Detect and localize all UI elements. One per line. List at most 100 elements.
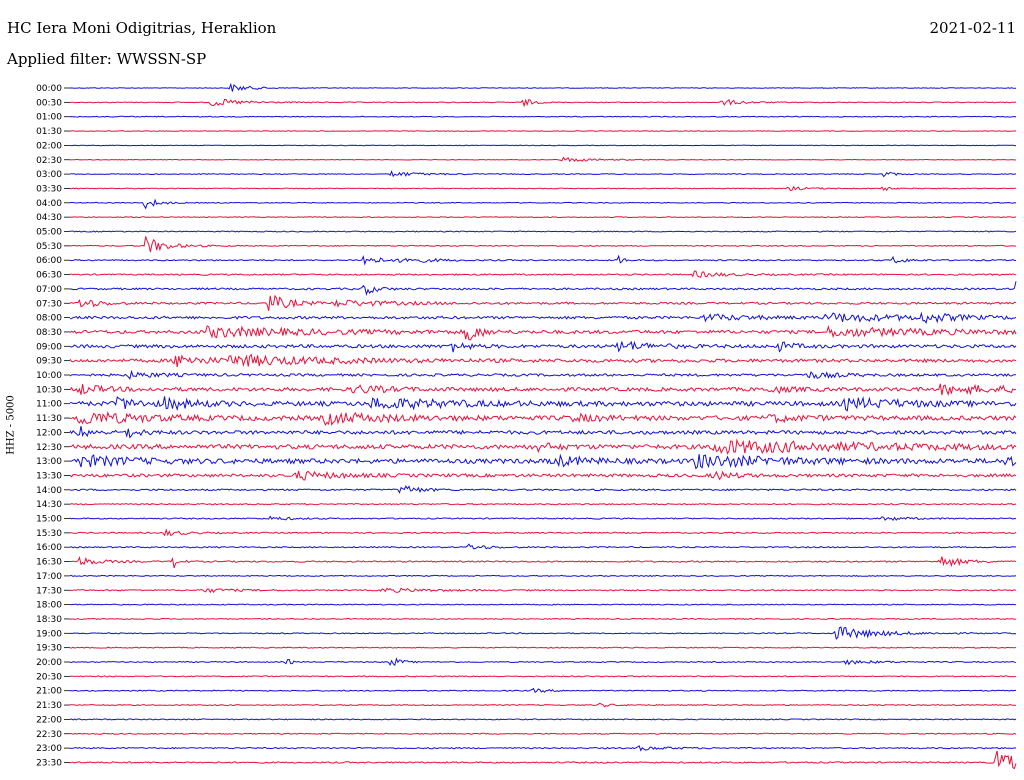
trace-line	[69, 574, 1017, 577]
row-time-label: 19:00	[36, 629, 62, 639]
trace-line	[69, 587, 1017, 594]
row-time-label: 10:30	[36, 385, 62, 395]
row-time-label: 00:00	[36, 84, 62, 94]
trace-line	[69, 396, 1017, 412]
trace-line	[69, 543, 1017, 550]
trace-line	[69, 130, 1017, 132]
row-time-label: 21:00	[36, 687, 62, 697]
trace-line	[69, 156, 1017, 163]
trace-line	[69, 675, 1017, 678]
trace-line	[69, 515, 1017, 522]
trace-line	[69, 281, 1017, 296]
trace-line	[69, 294, 1017, 311]
trace-line	[69, 369, 1017, 380]
trace-line	[69, 617, 1017, 620]
trace-line	[69, 311, 1017, 325]
row-time-label: 16:30	[36, 558, 62, 568]
row-time-label: 21:30	[36, 701, 62, 711]
trace-line	[69, 410, 1017, 426]
trace-line	[69, 216, 1017, 219]
row-time-label: 06:30	[36, 271, 62, 281]
trace-line	[69, 626, 1017, 640]
trace-line	[70, 687, 1017, 694]
row-time-label: 12:30	[36, 443, 62, 453]
row-time-label: 17:00	[36, 572, 62, 582]
trace-line	[69, 170, 1017, 178]
row-time-label: 03:30	[36, 184, 62, 194]
trace-line	[69, 198, 1017, 210]
row-time-label: 06:00	[36, 256, 62, 266]
trace-line	[69, 556, 1017, 569]
row-time-label: 18:30	[36, 615, 62, 625]
row-time-label: 05:30	[36, 242, 62, 252]
row-time-label: 11:00	[36, 400, 62, 410]
row-time-label: 02:00	[36, 141, 62, 151]
trace-line	[69, 470, 1017, 481]
row-time-label: 07:00	[36, 285, 62, 295]
row-time-label: 13:30	[36, 471, 62, 481]
row-time-label: 04:00	[36, 199, 62, 209]
row-time-label: 01:30	[36, 127, 62, 137]
trace-line	[69, 82, 1016, 92]
trace-line	[70, 702, 1017, 708]
row-time-label: 18:00	[36, 601, 62, 611]
row-time-label: 11:30	[36, 414, 62, 424]
row-time-label: 16:00	[36, 543, 62, 553]
row-time-label: 02:30	[36, 156, 62, 166]
row-time-label: 08:30	[36, 328, 62, 338]
trace-line	[69, 185, 1017, 192]
row-time-label: 03:00	[36, 170, 62, 180]
row-time-label: 10:00	[36, 371, 62, 381]
trace-line	[69, 453, 1017, 470]
trace-line	[69, 324, 1017, 341]
row-time-label: 12:00	[36, 428, 62, 438]
row-time-label: 14:30	[36, 500, 62, 510]
trace-line	[69, 485, 1017, 494]
row-time-label: 22:30	[36, 730, 62, 740]
row-time-label: 20:00	[36, 658, 62, 668]
row-time-label: 19:30	[36, 644, 62, 654]
row-time-label: 08:00	[36, 314, 62, 324]
trace-line	[69, 383, 1017, 396]
row-time-label: 00:30	[36, 98, 62, 108]
row-time-label: 20:30	[36, 672, 62, 682]
row-time-label: 05:00	[36, 228, 62, 238]
trace-line	[69, 657, 1017, 667]
trace-line	[70, 646, 1017, 649]
trace-line	[69, 144, 1017, 147]
trace-line	[69, 502, 1017, 506]
trace-line	[70, 603, 1017, 606]
row-time-label: 04:30	[36, 213, 62, 223]
row-time-label: 17:30	[36, 586, 62, 596]
row-time-label: 15:00	[36, 515, 62, 525]
trace-line	[69, 745, 1017, 752]
trace-line	[69, 270, 1017, 278]
row-time-label: 07:30	[36, 299, 62, 309]
trace-line	[69, 732, 1017, 735]
trace-line	[69, 353, 1017, 368]
station-title: HC Iera Moni Odigitrias, Heraklion	[7, 19, 277, 37]
trace-line	[69, 438, 1017, 455]
row-time-label: 22:00	[36, 715, 62, 725]
row-time-label: 09:30	[36, 357, 62, 367]
trace-line	[69, 230, 1017, 233]
row-time-label: 23:30	[36, 758, 62, 768]
trace-line	[69, 236, 1017, 253]
row-time-label: 09:00	[36, 342, 62, 352]
row-time-label: 15:30	[36, 529, 62, 539]
row-time-label: 23:00	[36, 744, 62, 754]
trace-line	[69, 750, 1017, 770]
trace-line	[69, 115, 1017, 118]
row-time-label: 14:00	[36, 486, 62, 496]
row-time-label: 13:00	[36, 457, 62, 467]
row-time-label: 01:00	[36, 113, 62, 123]
trace-line	[69, 718, 1017, 721]
trace-line	[69, 340, 1017, 353]
filter-label: Applied filter: WWSSN-SP	[7, 50, 207, 68]
trace-line	[69, 528, 1017, 537]
trace-line	[69, 254, 1017, 266]
trace-line	[69, 426, 1017, 439]
trace-line	[69, 98, 1017, 108]
chart-date: 2021-02-11	[929, 19, 1016, 37]
